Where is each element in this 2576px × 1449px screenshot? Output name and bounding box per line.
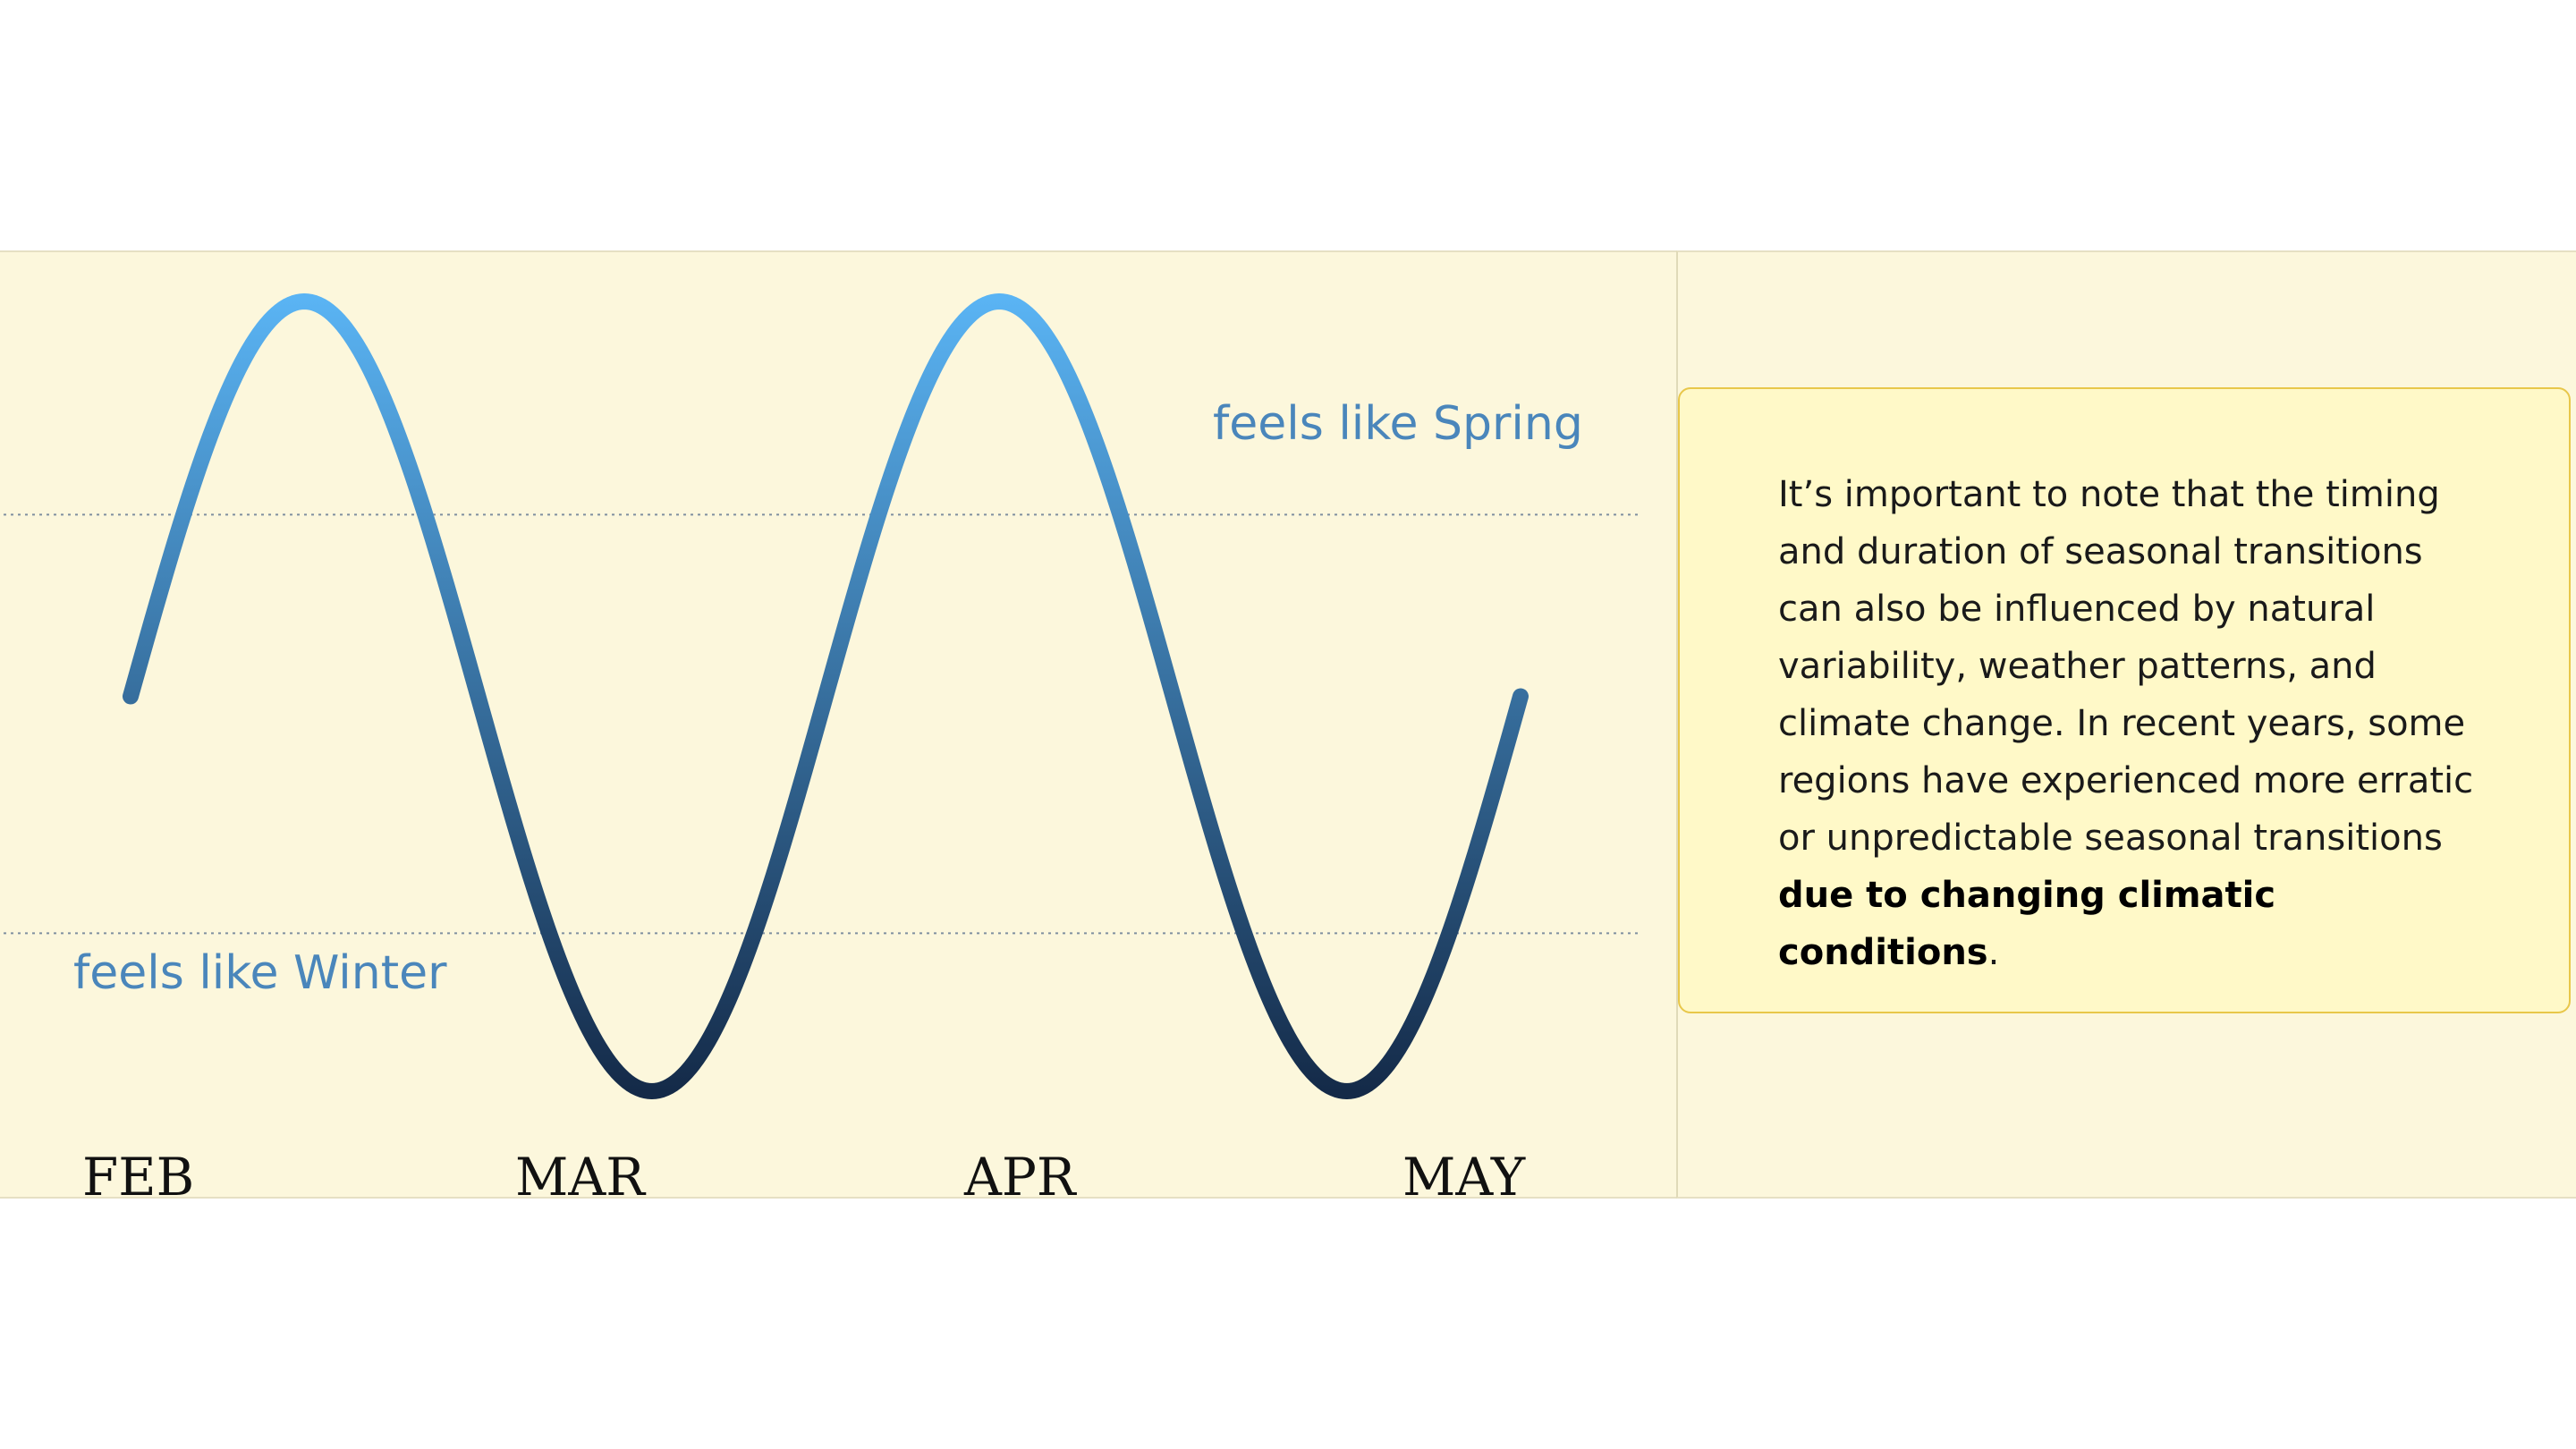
month-label-mar: MAR bbox=[515, 1147, 645, 1208]
chart-panel: feels like Spring feels like Winter FEB … bbox=[0, 250, 1676, 1208]
month-label-apr: APR bbox=[964, 1147, 1076, 1208]
note-suffix: . bbox=[1987, 932, 2000, 973]
spring-band-label: feels like Spring bbox=[1213, 397, 1583, 451]
note-text: It’s important to note that the timing a… bbox=[1778, 466, 2494, 981]
seasonal-wave-chart bbox=[4, 293, 1642, 1099]
note-emphasis: due to changing climatic conditions bbox=[1778, 875, 2276, 973]
note-card bbox=[1678, 387, 2571, 1013]
winter-band-label: feels like Winter bbox=[73, 946, 447, 1000]
month-label-feb: FEB bbox=[82, 1147, 195, 1208]
seasonal-wave-line bbox=[123, 293, 1529, 1099]
note-body: It’s important to note that the timing a… bbox=[1778, 474, 2474, 859]
month-label-may: MAY bbox=[1402, 1147, 1526, 1208]
